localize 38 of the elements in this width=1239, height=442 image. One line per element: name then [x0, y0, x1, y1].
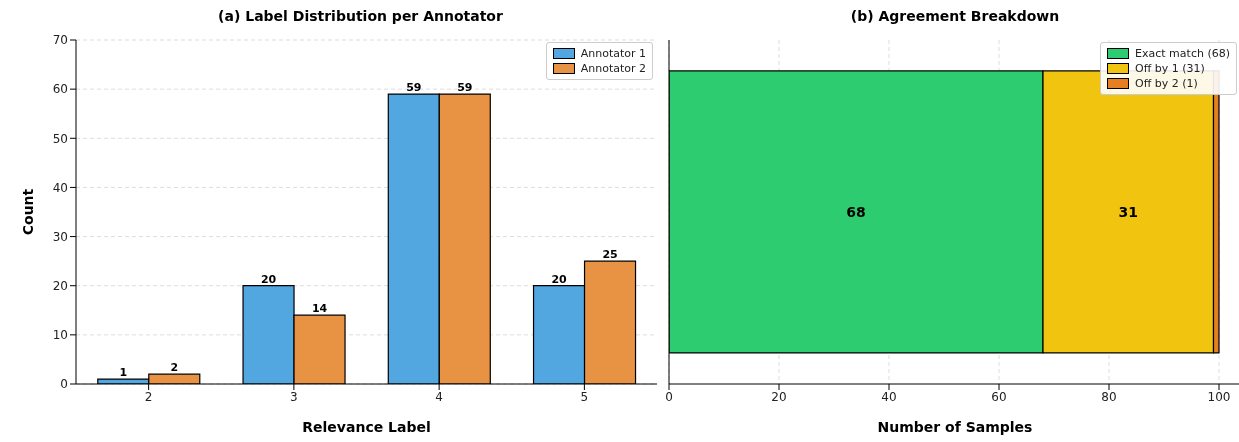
y-tick-label: 60 [52, 82, 68, 97]
x-tick-label: 40 [881, 389, 897, 404]
y-tick-label: 20 [52, 278, 68, 293]
data-label: 31 [1118, 203, 1138, 220]
legend-label: Annotator 2 [580, 61, 646, 76]
x-tick-label: 3 [290, 389, 298, 404]
x-axis-title: Relevance Label [302, 419, 431, 435]
data-label: 2 [170, 361, 179, 375]
x-tick-label: 100 [1207, 389, 1231, 404]
chart-title: (b) Agreement Breakdown [849, 8, 1061, 26]
x-tick-label: 5 [580, 389, 589, 404]
data-label: 59 [457, 81, 473, 95]
data-label: 59 [406, 81, 422, 95]
y-tick-label: 70 [52, 33, 68, 48]
x-tick-label: 2 [144, 389, 153, 404]
y-tick-label: 10 [52, 328, 68, 343]
x-tick-label: 0 [665, 389, 673, 404]
legend-label: Annotator 1 [580, 46, 646, 61]
data-label: 68 [846, 203, 866, 220]
legend-label: Off by 2 (1) [1135, 76, 1198, 91]
legend-label: Exact match (68) [1135, 46, 1230, 61]
x-tick-label: 80 [1101, 389, 1117, 404]
y-tick-label: 50 [52, 131, 68, 146]
data-label: 20 [260, 272, 277, 286]
y-tick-label: 40 [52, 180, 68, 195]
data-label: 1 [119, 366, 128, 380]
data-label: 25 [602, 248, 618, 262]
y-axis-title: Count [19, 188, 36, 236]
data-label: 20 [551, 272, 568, 286]
data-label: 14 [311, 302, 328, 316]
chart-title: (a) Label Distribution per Annotator [217, 8, 504, 26]
y-tick-label: 0 [60, 377, 68, 392]
x-axis-title: Number of Samples [877, 419, 1033, 435]
x-tick-label: 4 [435, 389, 443, 404]
x-tick-label: 60 [991, 389, 1007, 404]
legend-label: Off by 1 (31) [1135, 61, 1205, 76]
y-tick-label: 30 [52, 229, 68, 244]
x-tick-label: 20 [771, 389, 787, 404]
